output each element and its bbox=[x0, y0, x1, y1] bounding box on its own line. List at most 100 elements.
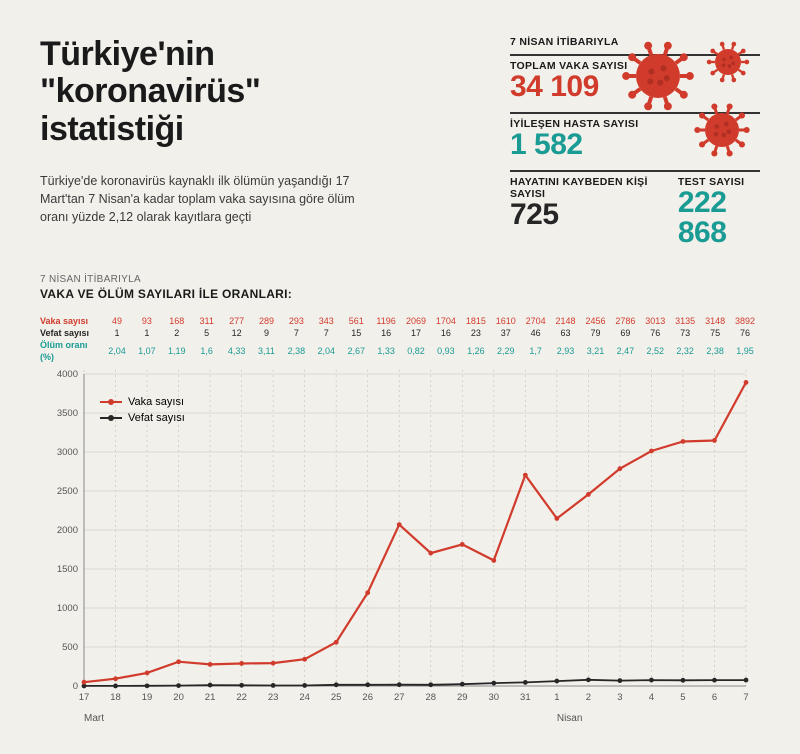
svg-text:6: 6 bbox=[712, 692, 717, 703]
svg-text:2500: 2500 bbox=[57, 486, 78, 497]
svg-text:1500: 1500 bbox=[57, 564, 78, 575]
title-line-2: "koronavirüs" bbox=[40, 72, 260, 110]
data-cell: 2786 bbox=[610, 315, 640, 327]
data-cell: 3,11 bbox=[252, 345, 282, 357]
data-cell: 1610 bbox=[491, 315, 521, 327]
svg-text:19: 19 bbox=[142, 692, 153, 703]
legend-cases-line bbox=[100, 401, 122, 403]
chart-legend: Vaka sayısı Vefat sayısı bbox=[100, 396, 185, 428]
data-cell: 5 bbox=[192, 327, 222, 339]
svg-text:26: 26 bbox=[362, 692, 373, 703]
data-row-label: Ölüm oranı (%) bbox=[40, 339, 102, 363]
data-table: Vaka sayısı49931683112772892933435611196… bbox=[40, 315, 760, 364]
data-cell: 3148 bbox=[700, 315, 730, 327]
data-cell: 46 bbox=[521, 327, 551, 339]
data-cell: 2,04 bbox=[102, 345, 132, 357]
svg-text:31: 31 bbox=[520, 692, 531, 703]
svg-text:20: 20 bbox=[173, 692, 184, 703]
data-cell: 15 bbox=[341, 327, 371, 339]
chart-asof: 7 NİSAN İTİBARIYLA bbox=[40, 274, 760, 285]
svg-text:22: 22 bbox=[236, 692, 247, 703]
data-cell: 2,32 bbox=[670, 345, 700, 357]
data-cell: 1,95 bbox=[730, 345, 760, 357]
data-cell: 1815 bbox=[461, 315, 491, 327]
data-cell: 7 bbox=[281, 327, 311, 339]
legend-deaths-line bbox=[100, 417, 122, 419]
data-cell: 3892 bbox=[730, 315, 760, 327]
data-cell: 3013 bbox=[640, 315, 670, 327]
data-cell: 2,38 bbox=[700, 345, 730, 357]
data-cell: 1,33 bbox=[371, 345, 401, 357]
chart-area: 0500100015002000250030003500400017181920… bbox=[44, 370, 760, 710]
svg-text:18: 18 bbox=[110, 692, 121, 703]
svg-text:25: 25 bbox=[331, 692, 342, 703]
data-cell: 2,04 bbox=[311, 345, 341, 357]
data-cell: 0,93 bbox=[431, 345, 461, 357]
data-cell: 1196 bbox=[371, 315, 401, 327]
data-cell: 3135 bbox=[670, 315, 700, 327]
data-cell: 93 bbox=[132, 315, 162, 327]
data-cell: 2,67 bbox=[341, 345, 371, 357]
svg-text:4000: 4000 bbox=[57, 370, 78, 380]
svg-text:29: 29 bbox=[457, 692, 468, 703]
data-cell: 311 bbox=[192, 315, 222, 327]
svg-text:7: 7 bbox=[743, 692, 748, 703]
data-cell: 12 bbox=[222, 327, 252, 339]
virus-icon-group bbox=[616, 34, 766, 184]
data-cell: 1,7 bbox=[521, 345, 551, 357]
svg-text:27: 27 bbox=[394, 692, 405, 703]
data-cell: 2,52 bbox=[640, 345, 670, 357]
data-cell: 16 bbox=[431, 327, 461, 339]
data-cell: 7 bbox=[311, 327, 341, 339]
data-cell: 2,93 bbox=[551, 345, 581, 357]
data-cell: 2,38 bbox=[281, 345, 311, 357]
data-cell: 69 bbox=[610, 327, 640, 339]
data-cell: 168 bbox=[162, 315, 192, 327]
title-line-1: Türkiye'nin bbox=[40, 35, 215, 73]
legend-cases-label: Vaka sayısı bbox=[128, 396, 184, 408]
data-row-label: Vefat sayısı bbox=[40, 327, 102, 339]
data-cell: 3,21 bbox=[581, 345, 611, 357]
legend-deaths-label: Vefat sayısı bbox=[128, 412, 185, 424]
data-cell: 23 bbox=[461, 327, 491, 339]
data-cell: 79 bbox=[581, 327, 611, 339]
svg-text:1000: 1000 bbox=[57, 603, 78, 614]
data-cell: 2,47 bbox=[610, 345, 640, 357]
tests-value: 222 868 bbox=[678, 188, 760, 248]
data-cell: 76 bbox=[730, 327, 760, 339]
data-cell: 289 bbox=[252, 315, 282, 327]
data-cell: 73 bbox=[670, 327, 700, 339]
data-cell: 277 bbox=[222, 315, 252, 327]
svg-text:5: 5 bbox=[680, 692, 685, 703]
data-cell: 1 bbox=[132, 327, 162, 339]
data-cell: 1,19 bbox=[162, 345, 192, 357]
data-cell: 343 bbox=[311, 315, 341, 327]
svg-text:500: 500 bbox=[62, 642, 78, 653]
data-cell: 1,6 bbox=[192, 345, 222, 357]
data-cell: 561 bbox=[341, 315, 371, 327]
data-cell: 9 bbox=[252, 327, 282, 339]
data-cell: 2,29 bbox=[491, 345, 521, 357]
data-row-label: Vaka sayısı bbox=[40, 315, 102, 327]
svg-text:0: 0 bbox=[73, 681, 78, 692]
chart-title: VAKA VE ÖLÜM SAYILARI İLE ORANLARI: bbox=[40, 287, 760, 301]
svg-text:21: 21 bbox=[205, 692, 216, 703]
data-cell: 1 bbox=[102, 327, 132, 339]
svg-text:4: 4 bbox=[649, 692, 654, 703]
data-cell: 49 bbox=[102, 315, 132, 327]
month-left: Mart bbox=[84, 713, 104, 724]
data-cell: 0,82 bbox=[401, 345, 431, 357]
data-cell: 2456 bbox=[581, 315, 611, 327]
data-cell: 1704 bbox=[431, 315, 461, 327]
svg-text:1: 1 bbox=[554, 692, 559, 703]
deaths-value: 725 bbox=[510, 200, 648, 230]
data-cell: 2704 bbox=[521, 315, 551, 327]
svg-text:30: 30 bbox=[489, 692, 500, 703]
title-line-3: istatistiği bbox=[40, 110, 184, 148]
svg-text:2: 2 bbox=[586, 692, 591, 703]
data-cell: 16 bbox=[371, 327, 401, 339]
svg-text:17: 17 bbox=[79, 692, 90, 703]
data-cell: 2 bbox=[162, 327, 192, 339]
svg-text:3500: 3500 bbox=[57, 408, 78, 419]
svg-text:3: 3 bbox=[617, 692, 622, 703]
